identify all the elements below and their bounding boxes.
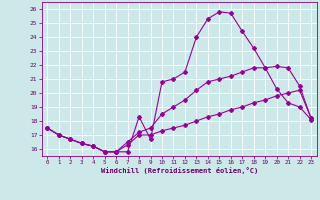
X-axis label: Windchill (Refroidissement éolien,°C): Windchill (Refroidissement éolien,°C): [100, 167, 258, 174]
